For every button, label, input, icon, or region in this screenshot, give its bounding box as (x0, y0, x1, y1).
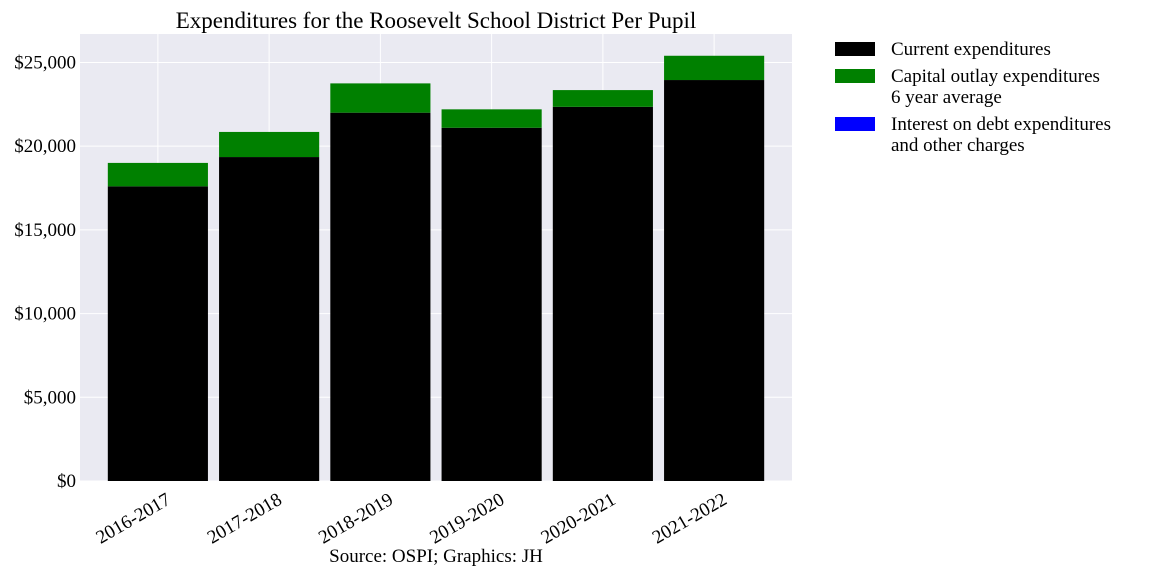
bar-2021-2022-series-1 (664, 55, 765, 81)
bar-2018-2019-series-1 (330, 83, 431, 113)
y-tick-label: $0 (57, 471, 76, 492)
y-tick-label: $5,000 (24, 387, 76, 408)
legend-swatch-1 (835, 69, 875, 83)
bar-2020-2021-series-1 (552, 90, 653, 107)
bar-2019-2020-series-1 (441, 109, 542, 128)
chart-title: Expenditures for the Roosevelt School Di… (176, 8, 697, 33)
bar-2017-2018-series-1 (219, 131, 320, 158)
x-tick-label: 2021-2022 (649, 489, 731, 548)
legend-swatch-2 (835, 117, 875, 131)
legend-label-2: Interest on debt expenditures and other c… (891, 114, 1111, 156)
legend: Current expenditures Capital outlay expen… (835, 39, 1111, 156)
bar-2017-2018-series-0 (219, 157, 320, 481)
legend-label-0: Current expenditures (891, 39, 1051, 60)
y-tick-label: $20,000 (14, 136, 76, 157)
bar-2021-2022-series-0 (664, 80, 765, 481)
bar-2016-2017-series-0 (107, 186, 208, 481)
bar-2018-2019-series-0 (330, 112, 431, 481)
x-axis-label: Source: OSPI; Graphics: JH (329, 546, 543, 567)
y-tick-label: $25,000 (14, 52, 76, 73)
plot-area: $0 $5,000 $10,000 $15,000 $20,000 $25,000 2016… (14, 34, 792, 548)
x-tick-label: 2018-2019 (315, 489, 397, 548)
x-tick-label: 2019-2020 (426, 489, 508, 548)
x-tick-label: 2017-2018 (204, 489, 286, 548)
legend-swatch-0 (835, 42, 875, 56)
y-tick-label: $10,000 (14, 304, 76, 325)
bar-2016-2017-series-1 (107, 162, 208, 187)
bar-2019-2020-series-0 (441, 127, 542, 481)
x-tick-label: 2020-2021 (538, 489, 620, 548)
x-tick-label: 2016-2017 (93, 489, 175, 548)
legend-label-1: Capital outlay expenditures 6 year averag… (891, 66, 1100, 108)
bar-2020-2021-series-0 (552, 106, 653, 482)
y-tick-label: $15,000 (14, 220, 76, 241)
